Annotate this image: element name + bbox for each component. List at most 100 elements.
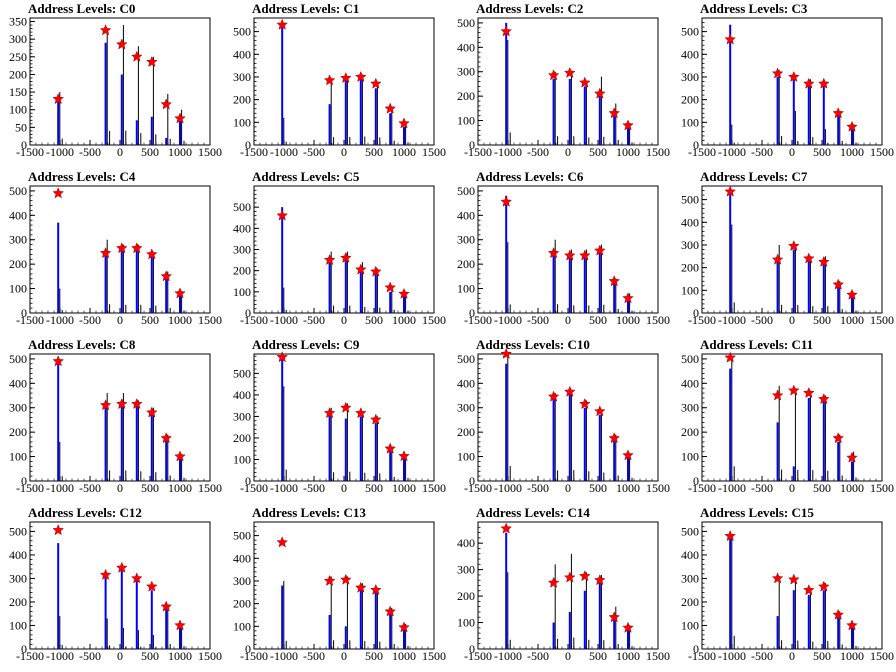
peak-star-marker	[846, 619, 858, 631]
x-tick-label: 500	[589, 145, 607, 159]
peak-star-marker	[174, 112, 186, 124]
y-tick-label: 400	[233, 221, 251, 235]
y-tick-label: 0	[245, 474, 251, 488]
chart-title: Address Levels: C13	[252, 505, 366, 520]
x-tick-label: 500	[589, 313, 607, 327]
y-tick-label: 500	[233, 25, 251, 39]
y-tick-label: 100	[681, 618, 699, 632]
x-tick-label: -500	[751, 481, 773, 495]
y-tick-label: 100	[9, 282, 27, 296]
y-tick-label: 100	[233, 285, 251, 299]
y-tick-label: 100	[457, 282, 475, 296]
x-tick-label: -1000	[46, 145, 74, 159]
peak-star-marker	[563, 66, 576, 78]
x-tick-label: 1000	[392, 481, 416, 495]
x-tick-label: 1500	[422, 313, 446, 327]
peak-star-marker	[724, 185, 737, 197]
x-tick-label: -1500	[464, 313, 492, 327]
x-tick-label: -1500	[240, 313, 268, 327]
x-tick-label: -500	[79, 145, 101, 159]
y-tick-label: 0	[693, 138, 699, 152]
peak-star-marker	[115, 397, 128, 410]
peak-star-marker	[832, 278, 845, 290]
peak-star-marker	[771, 389, 784, 401]
x-tick-label: 500	[365, 145, 383, 159]
x-tick-label: 1000	[168, 649, 192, 663]
y-tick-label: 300	[681, 401, 699, 415]
peak-star-marker	[608, 611, 621, 623]
peak-star-marker	[593, 574, 606, 586]
x-tick-label: 1500	[422, 145, 446, 159]
chart-title: Address Levels: C12	[28, 505, 142, 520]
x-tick-label: 0	[117, 481, 123, 495]
peak-star-marker	[817, 580, 830, 592]
x-tick-label: 1000	[392, 145, 416, 159]
chart-panel: Address Levels: C5 0 100 200 300 400 500 -1500-…	[224, 168, 448, 336]
peak-star-marker	[99, 568, 112, 580]
x-tick-label: 1500	[198, 481, 222, 495]
x-tick-label: -1500	[240, 145, 268, 159]
y-tick-label: 400	[9, 548, 27, 562]
peak-star-marker	[145, 406, 158, 418]
peak-star-marker	[500, 195, 513, 207]
chart-title: Address Levels: C3	[700, 1, 808, 16]
x-tick-label: -1000	[718, 649, 746, 663]
chart-svg: Address Levels: C30100200300400500-1500-…	[681, 1, 894, 159]
peak-star-marker	[354, 407, 367, 419]
chart-title: Address Levels: C15	[700, 505, 814, 520]
peak-star-marker	[622, 119, 634, 131]
y-tick-label: 300	[9, 401, 27, 415]
x-tick-label: -1000	[46, 313, 74, 327]
peak-star-marker	[174, 287, 186, 299]
peak-star-marker	[622, 449, 634, 461]
x-tick-label: 0	[117, 649, 123, 663]
x-tick-label: 0	[341, 145, 347, 159]
y-tick-label: 400	[681, 548, 699, 562]
peak-star-marker	[547, 576, 560, 588]
plot-frame	[477, 17, 659, 146]
x-tick-label: 1500	[870, 145, 894, 159]
y-tick-label: 100	[233, 619, 251, 633]
peak-star-marker	[547, 247, 560, 259]
x-tick-label: 1500	[870, 313, 894, 327]
chart-title: Address Levels: C9	[252, 337, 360, 352]
peak-star-marker	[846, 120, 858, 132]
chart-svg: Address Levels: C0 0 50 100 150 200 250 300 350 -…	[9, 1, 222, 159]
peak-star-marker	[608, 432, 621, 444]
x-tick-label: -1000	[718, 481, 746, 495]
peak-star-marker	[578, 397, 591, 410]
x-tick-label: 1000	[840, 145, 864, 159]
peak-star-marker	[52, 187, 65, 199]
peak-star-marker	[369, 583, 382, 596]
chart-svg: Address Levels: C60100200300400500-1500-…	[457, 169, 670, 327]
peak-star-marker	[802, 252, 815, 264]
x-tick-label: -1500	[464, 649, 492, 663]
y-tick-label: 300	[9, 32, 27, 46]
y-tick-label: 100	[9, 450, 27, 464]
x-tick-label: 0	[565, 649, 571, 663]
peak-star-marker	[276, 18, 289, 30]
peak-star-marker	[145, 580, 158, 592]
y-tick-label: 200	[9, 425, 27, 439]
y-tick-label: 400	[457, 376, 475, 390]
peak-star-marker	[323, 574, 336, 586]
peak-star-marker	[547, 390, 560, 402]
y-tick-label: 0	[469, 474, 475, 488]
peak-star-marker	[339, 71, 352, 84]
y-tick-label: 500	[9, 352, 27, 366]
peak-star-marker	[846, 288, 858, 300]
chart-svg: Address Levels: C80100200300400500-1500-…	[9, 337, 222, 495]
chart-panel: Address Levels: C8 0 100 200 300 400 500 -1500-…	[0, 336, 224, 504]
y-tick-label: 100	[457, 114, 475, 128]
x-tick-label: 500	[813, 145, 831, 159]
x-tick-label: 1500	[870, 481, 894, 495]
peak-star-marker	[832, 608, 845, 620]
y-tick-label: 100	[9, 103, 27, 117]
x-tick-label: -1500	[688, 313, 716, 327]
chart-svg: Address Levels: C90100200300400500-1500-…	[233, 337, 446, 495]
peak-star-marker	[771, 572, 784, 584]
x-tick-label: 500	[813, 313, 831, 327]
peak-star-marker	[130, 397, 143, 410]
y-tick-label: 0	[245, 642, 251, 656]
